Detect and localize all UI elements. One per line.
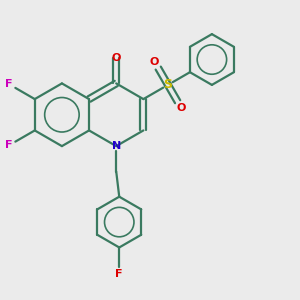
Text: O: O: [112, 53, 121, 63]
Text: F: F: [5, 140, 13, 150]
Text: O: O: [177, 103, 186, 113]
Text: F: F: [116, 269, 123, 279]
Text: N: N: [112, 141, 121, 151]
Text: F: F: [5, 79, 13, 89]
Text: S: S: [164, 78, 172, 92]
Text: O: O: [150, 57, 159, 67]
